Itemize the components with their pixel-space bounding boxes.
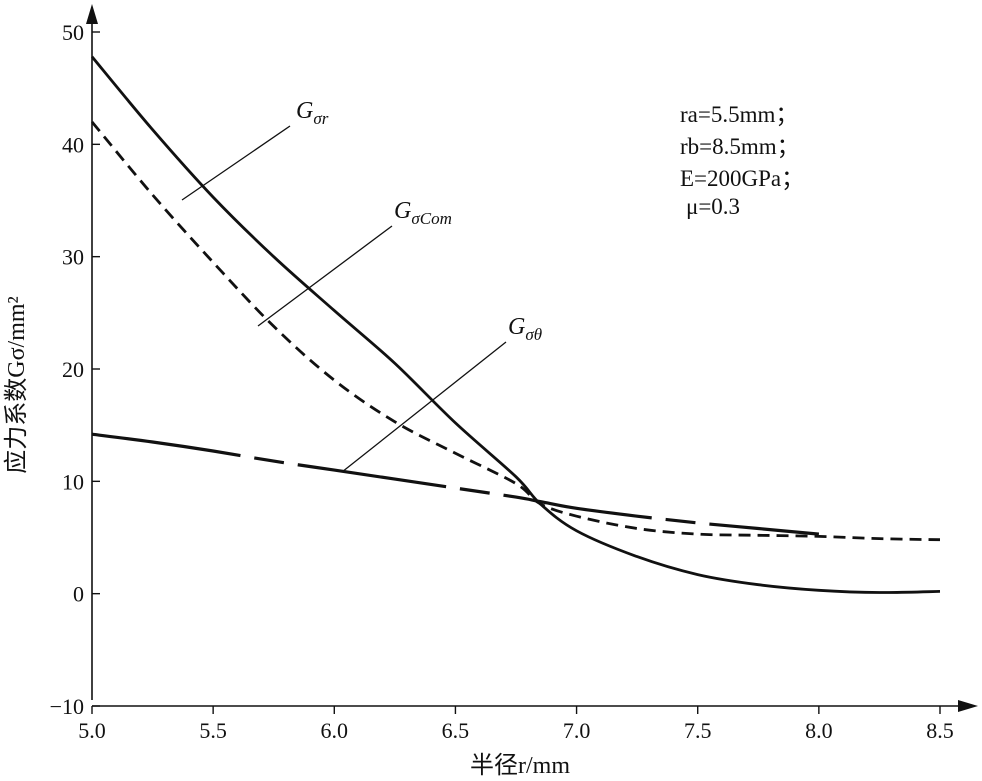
label-g-sigma-theta: Gσθ <box>508 314 542 344</box>
series-group <box>90 55 941 594</box>
y-axis-arrow-icon <box>86 4 98 24</box>
x-axis-arrow-icon <box>958 700 978 712</box>
y-tick-label: 10 <box>62 469 84 494</box>
param-e: E=200GPa； <box>680 166 804 191</box>
y-axis-label: 应力系数Gσ/mm² <box>3 296 30 473</box>
y-tick-label: −10 <box>50 694 84 719</box>
leader-line <box>257 225 393 327</box>
x-axis-label: 半径r/mm <box>470 752 570 779</box>
leader-line <box>181 125 291 201</box>
x-tick-label: 6.0 <box>321 718 349 743</box>
y-tick-label: 0 <box>73 582 84 607</box>
curve-labels: Gσr GσCom Gσθ <box>181 98 542 473</box>
label-g-sigma-com: GσCom <box>394 198 452 228</box>
parameter-box: ra=5.5mm； rb=8.5mm； E=200GPa； μ=0.3 <box>680 102 804 219</box>
param-mu: μ=0.3 <box>686 194 740 219</box>
series-g-sigma-r <box>90 55 941 594</box>
x-tick-label: 8.0 <box>805 718 833 743</box>
y-tick-label: 30 <box>62 245 84 270</box>
x-tick-label: 6.5 <box>442 718 470 743</box>
ticks: 5.0 5.5 6.0 6.5 7.0 7.5 8.0 8.5 50 40 30 20 10 0 −10 <box>50 20 954 743</box>
x-tick-label: 5.0 <box>78 718 106 743</box>
leader-line <box>341 341 507 473</box>
label-g-sigma-r: Gσr <box>296 98 329 128</box>
y-tick-label: 40 <box>62 132 84 157</box>
x-tick-label: 7.0 <box>563 718 591 743</box>
x-tick-label: 8.5 <box>926 718 954 743</box>
y-tick-label: 50 <box>62 20 84 45</box>
x-tick-label: 5.5 <box>199 718 227 743</box>
axes <box>86 4 978 712</box>
series-g-sigma-theta <box>91 432 820 536</box>
y-tick-label: 20 <box>62 357 84 382</box>
series-g-sigma-com <box>90 121 941 542</box>
x-tick-label: 7.5 <box>684 718 712 743</box>
param-rb: rb=8.5mm； <box>680 134 800 159</box>
param-ra: ra=5.5mm； <box>680 102 798 127</box>
